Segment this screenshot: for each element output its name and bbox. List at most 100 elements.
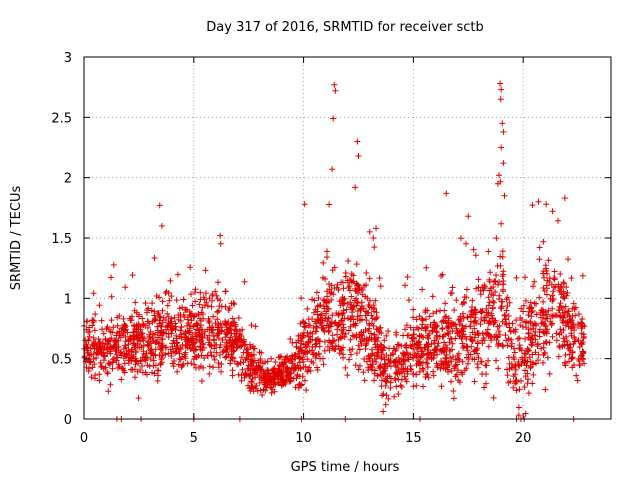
data-point (539, 306, 546, 313)
data-point (217, 232, 224, 239)
data-point (235, 361, 242, 368)
data-point (568, 330, 575, 337)
data-point (131, 366, 138, 373)
data-point (228, 345, 235, 352)
data-point (529, 322, 536, 329)
data-point (309, 296, 316, 303)
data-point (536, 256, 543, 263)
data-point (104, 369, 111, 376)
data-point (309, 347, 316, 354)
data-point (173, 297, 180, 304)
data-point (429, 293, 436, 300)
data-point (87, 358, 94, 365)
x-tick-label: 20 (515, 431, 532, 446)
data-point (85, 337, 92, 344)
data-point (132, 299, 139, 306)
data-point (206, 363, 213, 370)
data-point (180, 296, 187, 303)
data-point (556, 331, 563, 338)
data-point (352, 362, 359, 369)
data-point (140, 321, 147, 328)
data-point (268, 389, 275, 396)
data-point (407, 342, 414, 349)
data-point (273, 372, 280, 379)
data-point (247, 344, 254, 351)
data-point (150, 351, 157, 358)
data-point (198, 330, 205, 337)
data-point (500, 278, 507, 285)
data-point (572, 304, 579, 311)
data-point (237, 336, 244, 343)
data-point (98, 317, 105, 324)
data-point (195, 352, 202, 359)
data-point (287, 375, 294, 382)
data-point (522, 410, 529, 417)
data-point (381, 361, 388, 368)
data-point (459, 371, 466, 378)
data-point (490, 292, 497, 299)
data-point (491, 319, 498, 326)
data-point (218, 328, 225, 335)
data-point (355, 342, 362, 349)
data-point (209, 297, 216, 304)
data-point (524, 348, 531, 355)
data-point (187, 312, 194, 319)
data-point (114, 354, 121, 361)
data-point (557, 285, 564, 292)
data-point (447, 335, 454, 342)
data-point (504, 294, 511, 301)
data-point (430, 372, 437, 379)
data-point (109, 329, 116, 336)
data-point (524, 358, 531, 365)
data-point (222, 334, 229, 341)
data-point (119, 332, 126, 339)
data-point (286, 374, 293, 381)
data-point (211, 356, 218, 363)
data-point (380, 343, 387, 350)
data-point (307, 329, 314, 336)
data-point (346, 276, 353, 283)
data-point (449, 328, 456, 335)
data-point (330, 115, 337, 122)
data-point (327, 323, 334, 330)
data-point (233, 344, 240, 351)
data-point (108, 335, 115, 342)
data-point (344, 300, 351, 307)
data-point (411, 341, 418, 348)
data-point (543, 267, 550, 274)
data-point (92, 311, 99, 318)
data-point (208, 352, 215, 359)
data-point (172, 323, 179, 330)
x-tick-label: 15 (405, 431, 422, 446)
data-point (394, 369, 401, 376)
data-point (206, 370, 213, 377)
data-point (405, 297, 412, 304)
data-point (535, 198, 542, 205)
data-point (429, 327, 436, 334)
data-point (561, 295, 568, 302)
data-point (319, 274, 326, 281)
data-point (450, 353, 457, 360)
data-point (143, 350, 150, 357)
data-point (232, 333, 239, 340)
data-point (410, 314, 417, 321)
data-point (483, 380, 490, 387)
data-point (190, 323, 197, 330)
data-point (555, 307, 562, 314)
data-point (353, 350, 360, 357)
data-point (122, 344, 129, 351)
data-point (500, 160, 507, 167)
data-point (292, 384, 299, 391)
data-point (457, 315, 464, 322)
data-point (456, 357, 463, 364)
data-point (505, 354, 512, 361)
data-point (525, 330, 532, 337)
data-point (312, 341, 319, 348)
data-point (430, 310, 437, 317)
data-point (249, 383, 256, 390)
data-point (564, 289, 571, 296)
data-point (511, 363, 518, 370)
data-point (516, 335, 523, 342)
data-point (374, 338, 381, 345)
data-point (551, 275, 558, 282)
